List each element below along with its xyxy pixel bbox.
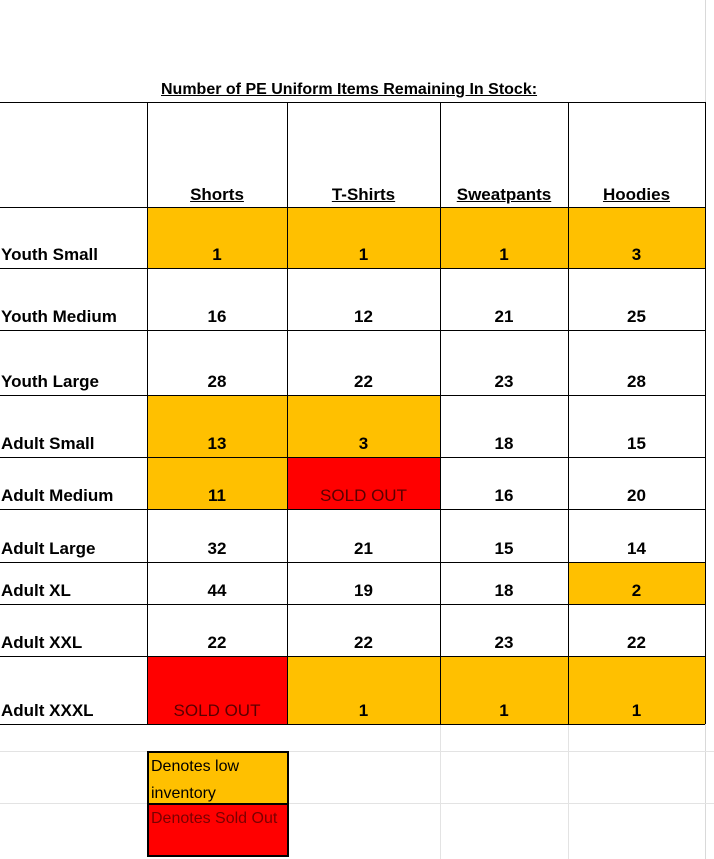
stock-count: 28: [627, 372, 646, 391]
column-header: Sweatpants: [456, 185, 552, 204]
stock-count: 1: [212, 245, 222, 264]
row-divider: [0, 604, 705, 605]
low-inventory-cell: [147, 457, 287, 509]
stock-count: 15: [627, 434, 646, 453]
stock-count: 22: [627, 633, 646, 652]
low-inventory-cell: [440, 656, 568, 724]
low-inventory-cell: [287, 656, 440, 724]
row-label: Adult XXXL: [1, 701, 94, 720]
legend-sold-out: Denotes Sold Out: [147, 803, 289, 857]
row-label: Adult XL: [1, 581, 71, 600]
stock-count: 18: [494, 581, 514, 600]
low-inventory-cell: [568, 562, 705, 604]
row-label: Youth Medium: [1, 307, 117, 326]
low-inventory-cell: [147, 207, 287, 268]
stock-count: 1: [358, 245, 369, 264]
legend-low-inventory: Denotes low inventory: [147, 751, 289, 805]
column-divider: [568, 102, 569, 724]
low-inventory-cell: [147, 395, 287, 457]
stock-count: 21: [354, 539, 373, 558]
stock-count: 25: [627, 307, 646, 326]
column-header: Shorts: [190, 185, 244, 204]
gridline: [0, 751, 714, 752]
row-label: Youth Large: [1, 372, 99, 391]
gridline: [0, 803, 714, 804]
sold-out-cell: [147, 656, 287, 724]
stock-count: 12: [354, 307, 373, 326]
stock-count: 22: [354, 633, 373, 652]
low-inventory-cell: [287, 395, 440, 457]
row-divider: [0, 656, 705, 657]
row-divider: [0, 457, 705, 458]
row-label: Adult Medium: [1, 486, 114, 505]
stock-count: 14: [627, 539, 646, 558]
column-divider: [147, 102, 148, 724]
stock-count: 3: [358, 434, 369, 453]
page-title: Number of PE Uniform Items Remaining In …: [161, 81, 538, 98]
stock-count: 2: [631, 581, 642, 600]
low-inventory-cell: [568, 207, 705, 268]
stock-count: 1: [358, 701, 369, 720]
stock-count: 15: [494, 539, 514, 558]
row-divider: [0, 330, 705, 331]
gridline: [568, 724, 569, 859]
low-inventory-cell: [287, 207, 440, 268]
stock-count: 32: [207, 539, 227, 558]
sold-out-cell: [287, 457, 440, 509]
row-divider: [0, 207, 705, 208]
stock-count: 23: [494, 633, 514, 652]
row-label: Adult XXL: [1, 633, 83, 652]
stock-count: 1: [499, 701, 509, 720]
column-divider: [287, 102, 288, 724]
legend-low-label: Denotes low inventory: [151, 758, 240, 802]
low-inventory-cell: [440, 207, 568, 268]
stock-count: 11: [208, 486, 226, 505]
row-divider: [0, 724, 705, 725]
stock-count: 1: [631, 701, 642, 720]
row-divider: [0, 509, 705, 510]
stock-count: 1: [499, 245, 509, 264]
stock-count: 16: [494, 486, 514, 505]
column-header: Hoodies: [602, 185, 671, 204]
stock-count: 19: [354, 581, 373, 600]
row-label: Adult Large: [1, 539, 96, 558]
stock-count: 22: [354, 372, 373, 391]
gridline: [440, 724, 441, 859]
stock-count: 21: [494, 307, 514, 326]
legend-sold-label: Denotes Sold Out: [151, 810, 278, 827]
row-divider: [0, 268, 705, 269]
row-label: Youth Small: [1, 245, 98, 264]
stock-count: 13: [207, 434, 227, 453]
stock-count: 28: [207, 372, 227, 391]
stock-count: 44: [207, 581, 227, 600]
row-divider: [0, 395, 705, 396]
stock-count: 22: [207, 633, 227, 652]
stock-count: 18: [494, 434, 514, 453]
row-label: Adult Small: [1, 434, 95, 453]
stock-count: 16: [207, 307, 227, 326]
table-border: [0, 102, 705, 103]
row-divider: [0, 562, 705, 563]
column-divider: [440, 102, 441, 724]
stock-count: 20: [627, 486, 646, 505]
stock-count: 3: [631, 245, 642, 264]
column-divider: [705, 102, 706, 724]
sold-out-value: SOLD OUT: [173, 701, 261, 720]
low-inventory-cell: [568, 656, 705, 724]
stock-count: 23: [494, 372, 514, 391]
column-header: T-Shirts: [331, 185, 396, 204]
sold-out-value: SOLD OUT: [320, 486, 407, 505]
